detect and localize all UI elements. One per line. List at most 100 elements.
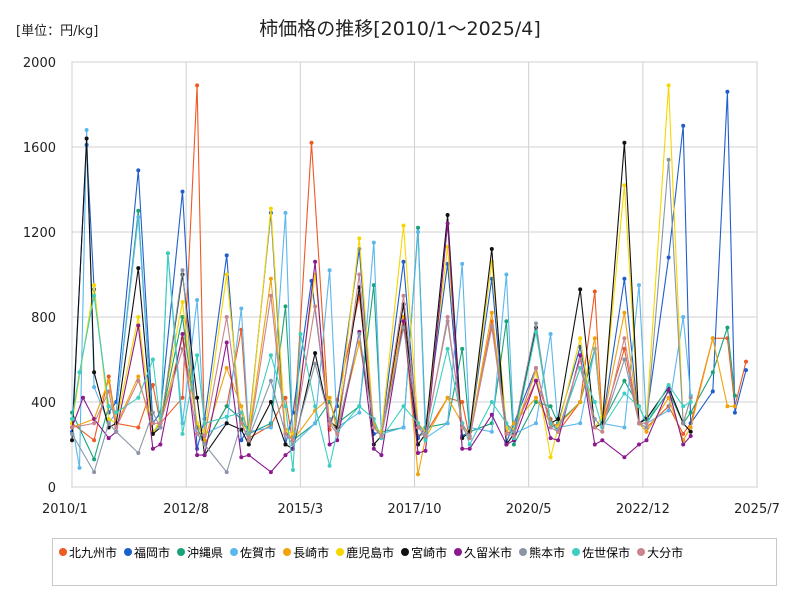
legend-item: 鹿児島市 [336,543,394,561]
data-point [357,236,362,241]
data-point [136,374,141,379]
data-point [622,455,627,460]
legend-label: 鹿児島市 [346,545,395,560]
data-point [423,438,428,443]
data-point [106,404,111,409]
series-line [71,252,691,471]
data-point [180,268,185,273]
data-point [710,389,715,394]
data-point [534,321,538,326]
data-point [681,123,686,128]
data-point [291,438,295,443]
data-point [150,446,155,451]
data-point [534,378,538,383]
data-point [371,240,376,245]
legend-item: 久留米市 [454,543,512,561]
data-point [136,323,141,328]
data-point [744,359,748,364]
data-point [357,410,362,415]
axis-layer: 0 400 800 1200 1600 2000 2010/1 2012/8 2015/3 201… [23,56,780,517]
data-point [681,315,686,319]
data-point [283,210,288,215]
data-point [224,421,229,426]
data-point [688,395,693,400]
data-point [298,332,303,336]
data-point [534,421,538,426]
series-2 [70,89,748,451]
legend-marker [519,548,528,556]
data-point [445,395,450,400]
data-point [460,346,465,351]
data-point [224,340,229,345]
data-point [681,431,686,436]
data-point [710,336,715,341]
data-point [70,425,74,430]
data-point [136,215,141,220]
data-point [401,223,406,228]
data-point [467,442,472,447]
data-point [401,259,406,264]
data-point [401,293,406,298]
data-point [136,266,141,271]
data-point [224,414,229,419]
data-point [327,395,332,400]
data-point [84,136,89,141]
data-point [70,431,74,436]
data-point [637,421,641,426]
data-point [416,225,420,230]
data-point [592,442,597,447]
data-point [732,404,737,409]
data-point [666,408,671,413]
data-point [92,385,97,390]
data-point [548,425,553,430]
data-point [622,357,627,362]
legend-item: 大分市 [637,543,683,561]
data-point [460,261,465,266]
series-line [71,273,647,441]
data-point [416,230,420,234]
data-point [313,404,318,409]
data-point [688,434,693,438]
data-point [313,304,318,309]
data-point [246,438,251,443]
data-point [202,453,207,458]
data-point [283,304,288,309]
data-point [600,429,605,434]
legend-marker [336,548,345,556]
data-point [681,404,686,409]
data-point [180,346,185,351]
data-point [268,400,273,404]
data-point [92,283,97,288]
data-point [460,400,465,404]
data-point [504,319,509,324]
data-point [195,298,200,302]
data-point [136,425,141,430]
series-11 [70,272,649,443]
data-point [84,128,89,132]
data-point [732,410,737,415]
data-point [688,429,693,434]
data-point [578,287,583,292]
data-point [423,448,428,453]
data-point [445,421,450,426]
data-point [106,417,111,421]
data-point [592,289,597,294]
data-point [489,429,494,434]
data-point [239,455,244,460]
data-point [224,272,229,277]
legend-marker [637,548,646,556]
data-point [136,315,141,319]
legend-label: 佐世保市 [582,545,631,560]
data-point [489,310,494,315]
legend-item: 宮崎市 [401,543,447,561]
data-point [106,378,111,383]
data-point [666,387,671,392]
data-point [291,468,295,472]
data-point [688,425,693,430]
data-point [511,434,516,438]
series-line [71,222,692,473]
data-point [489,412,494,417]
data-point [460,425,465,430]
data-point [445,315,450,319]
data-point [224,404,229,409]
